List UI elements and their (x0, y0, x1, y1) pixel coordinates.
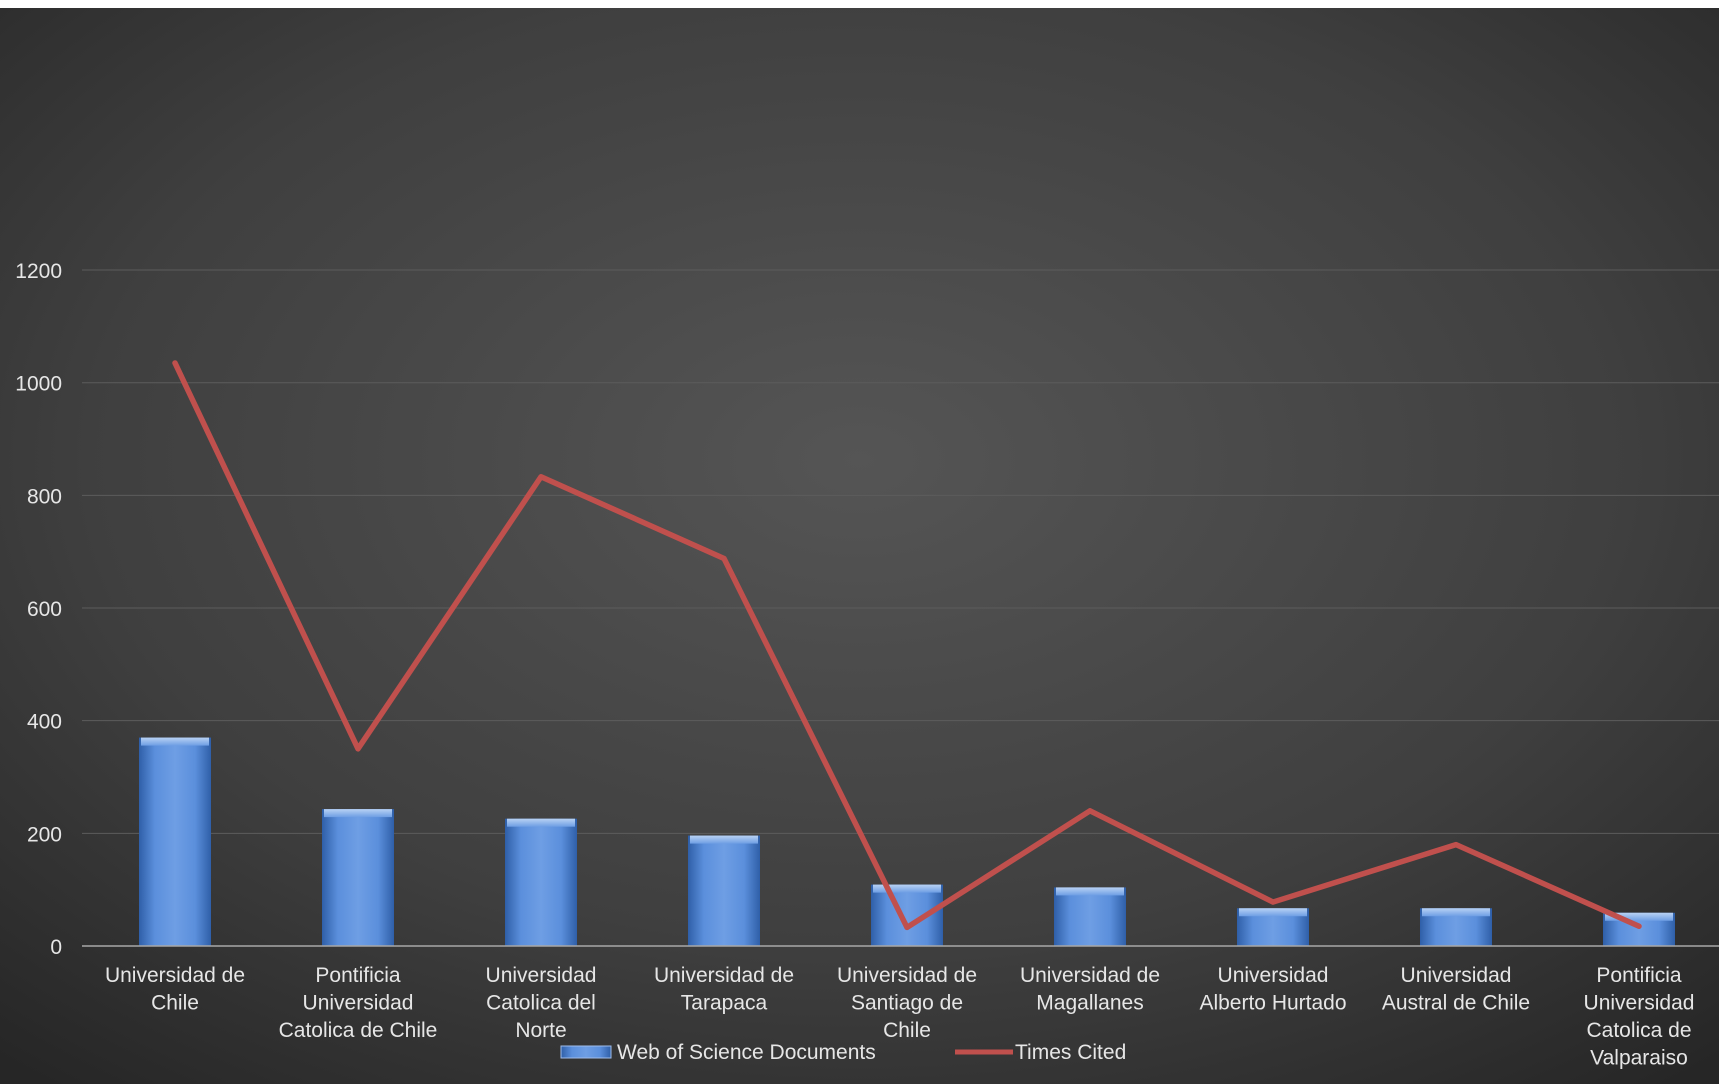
bar-body (505, 818, 577, 946)
x-category-label-line: Universidad (303, 992, 414, 1015)
x-category-label-line: Universidad de (837, 964, 977, 987)
x-category-label-line: Chile (151, 992, 199, 1015)
y-tick-label: 200 (27, 823, 62, 846)
x-category-label: Universidad Alberto Hurtado (1199, 964, 1346, 1015)
bar-bevel (507, 818, 575, 827)
x-category-label-line: Universidad de (1020, 964, 1160, 987)
x-category-label-line: Chile (883, 1019, 931, 1042)
y-tick-label: 0 (50, 936, 62, 959)
x-category-label-line: Universidad de (654, 964, 794, 987)
combo-chart: 0 200 400 600 800 1000 1200 Universidad de Chil… (0, 8, 1719, 1084)
bar (688, 835, 760, 946)
x-category-label-line: Santiago de (851, 992, 963, 1015)
legend-label-documents: Web of Science Documents (617, 1041, 876, 1064)
bar-bevel (1056, 887, 1124, 896)
x-category-label: Universidad Catolica del Norte (486, 964, 597, 1042)
x-category-label-line: Catolica de (1586, 1019, 1691, 1042)
bar-bevel (873, 884, 941, 893)
bar-bevel (324, 809, 392, 818)
times-cited-point (355, 746, 361, 752)
x-category-label-line: Magallanes (1036, 992, 1143, 1015)
x-category-label-line: Universidad de (105, 964, 245, 987)
x-category-label-line: Universidad (1218, 964, 1329, 987)
bar-body (688, 835, 760, 946)
y-tick-label: 1000 (15, 373, 62, 396)
bar (1420, 908, 1492, 946)
x-axis-labels: Universidad de Chile Pontificia Universidad… (105, 964, 1694, 1070)
bar-body (322, 809, 394, 946)
times-cited-point (172, 360, 178, 366)
x-category-label: Universidad de Santiago de Chile (837, 964, 977, 1042)
x-category-label-line: Alberto Hurtado (1199, 992, 1346, 1015)
bar (1237, 908, 1309, 946)
bar (322, 809, 394, 946)
bar (139, 737, 211, 946)
x-category-label-line: Tarapaca (681, 992, 768, 1015)
x-category-label-line: Catolica del (486, 992, 596, 1015)
y-axis: 0 200 400 600 800 1000 1200 (15, 260, 62, 959)
y-tick-label: 800 (27, 485, 62, 508)
x-category-label: Universidad de Tarapaca (654, 964, 794, 1015)
bar (1054, 887, 1126, 946)
bar (505, 818, 577, 946)
times-cited-point (538, 474, 544, 480)
times-cited-point (1636, 923, 1642, 929)
bar-series (139, 737, 1675, 946)
bar-bevel (1239, 908, 1307, 917)
y-tick-label: 600 (27, 598, 62, 621)
legend: Web of Science Documents Times Cited (560, 1041, 1126, 1064)
x-category-label-line: Valparaiso (1590, 1047, 1688, 1070)
times-cited-point (904, 924, 910, 930)
x-category-label-line: Universidad (1584, 992, 1695, 1015)
x-category-label-line: Pontificia (1596, 964, 1682, 987)
x-category-label-line: Austral de Chile (1382, 992, 1530, 1015)
legend-item-line: Times Cited (955, 1041, 1126, 1064)
x-category-label: Universidad de Magallanes (1020, 964, 1160, 1015)
x-category-label: Universidad de Chile (105, 964, 245, 1015)
bar-bevel (690, 835, 758, 844)
times-cited-point (1453, 842, 1459, 848)
x-category-label-line: Norte (515, 1019, 566, 1042)
y-tick-label: 1200 (15, 260, 62, 283)
chart-background (0, 8, 1719, 1084)
times-cited-point (1087, 808, 1093, 814)
x-category-label: Pontificia Universidad Catolica de Valparai… (1584, 964, 1695, 1070)
x-category-label: Universidad Austral de Chile (1382, 964, 1530, 1015)
legend-item-bar: Web of Science Documents (560, 1041, 876, 1064)
bar-bevel (1605, 912, 1673, 921)
legend-bar-swatch (560, 1045, 612, 1059)
times-cited-point (1270, 899, 1276, 905)
bar (871, 884, 943, 946)
bar-bevel (141, 737, 209, 746)
y-tick-label: 400 (27, 711, 62, 734)
bar-body (871, 884, 943, 946)
line-series (172, 360, 1642, 931)
x-category-label: Pontificia Universidad Catolica de Chile (279, 964, 438, 1042)
bar-body (1054, 887, 1126, 946)
x-category-label-line: Catolica de Chile (279, 1019, 438, 1042)
bar-bevel (1422, 908, 1490, 917)
chart-area: 0 200 400 600 800 1000 1200 Universidad de Chil… (0, 8, 1719, 1084)
times-cited-point (721, 555, 727, 561)
legend-label-times-cited: Times Cited (1015, 1041, 1126, 1064)
x-category-label-line: Universidad (1401, 964, 1512, 987)
x-category-label-line: Pontificia (315, 964, 401, 987)
bar-body (139, 737, 211, 946)
x-category-label-line: Universidad (486, 964, 597, 987)
